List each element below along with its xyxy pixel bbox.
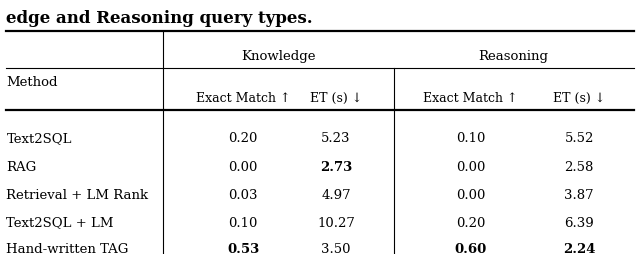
Text: 5.52: 5.52 bbox=[564, 132, 594, 145]
Text: 3.50: 3.50 bbox=[321, 243, 351, 254]
Text: ET (s) ↓: ET (s) ↓ bbox=[553, 91, 605, 104]
Text: RAG: RAG bbox=[6, 160, 36, 173]
Text: 0.20: 0.20 bbox=[228, 132, 258, 145]
Text: 2.24: 2.24 bbox=[563, 243, 595, 254]
Text: Hand-written TAG: Hand-written TAG bbox=[6, 243, 129, 254]
Text: 0.60: 0.60 bbox=[454, 243, 486, 254]
Text: ET (s) ↓: ET (s) ↓ bbox=[310, 91, 362, 104]
Text: Text2SQL: Text2SQL bbox=[6, 132, 72, 145]
Text: 0.03: 0.03 bbox=[228, 188, 258, 201]
Text: 0.00: 0.00 bbox=[456, 160, 485, 173]
Text: Reasoning: Reasoning bbox=[479, 50, 548, 62]
Text: 0.20: 0.20 bbox=[456, 216, 485, 229]
Text: 6.39: 6.39 bbox=[564, 216, 594, 229]
Text: 4.97: 4.97 bbox=[321, 188, 351, 201]
Text: Exact Match ↑: Exact Match ↑ bbox=[423, 91, 518, 104]
Text: 10.27: 10.27 bbox=[317, 216, 355, 229]
Text: 0.00: 0.00 bbox=[456, 188, 485, 201]
Text: Text2SQL + LM: Text2SQL + LM bbox=[6, 216, 114, 229]
Text: 0.10: 0.10 bbox=[228, 216, 258, 229]
Text: Exact Match ↑: Exact Match ↑ bbox=[196, 91, 291, 104]
Text: Retrieval + LM Rank: Retrieval + LM Rank bbox=[6, 188, 148, 201]
Text: 0.10: 0.10 bbox=[456, 132, 485, 145]
Text: 0.00: 0.00 bbox=[228, 160, 258, 173]
Text: 3.87: 3.87 bbox=[564, 188, 594, 201]
Text: 0.53: 0.53 bbox=[227, 243, 259, 254]
Text: 5.23: 5.23 bbox=[321, 132, 351, 145]
Text: Method: Method bbox=[6, 75, 58, 88]
Text: edge and Reasoning query types.: edge and Reasoning query types. bbox=[6, 10, 313, 27]
Text: 2.58: 2.58 bbox=[564, 160, 594, 173]
Text: Knowledge: Knowledge bbox=[241, 50, 316, 62]
Text: 2.73: 2.73 bbox=[320, 160, 352, 173]
